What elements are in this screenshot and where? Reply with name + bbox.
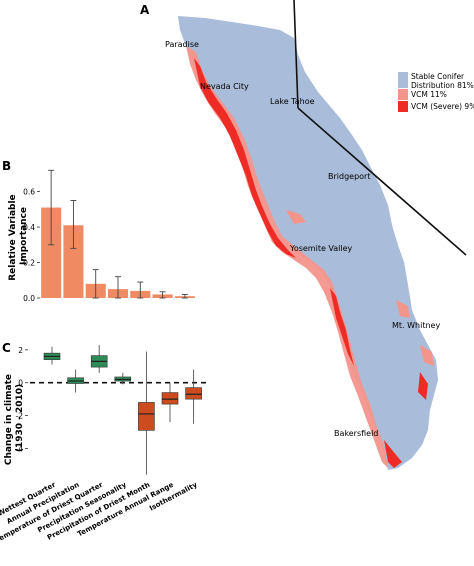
conifer-stable-region bbox=[178, 16, 438, 470]
y-tick-label: 0.2 bbox=[23, 259, 35, 268]
box-iqr bbox=[185, 387, 202, 400]
place-label: Yosemite Valley bbox=[289, 244, 353, 253]
y-tick-label: -4 bbox=[16, 444, 24, 453]
legend-label-vcm-severe: VCM (Severe) 9% bbox=[411, 102, 474, 111]
importance-bar bbox=[63, 225, 84, 298]
legend-label-stable-line1: Stable Conifer bbox=[411, 72, 465, 81]
y-tick-label: 2 bbox=[18, 346, 23, 355]
sierra-map: Paradise Nevada City Lake Tahoe Bridgepo… bbox=[165, 0, 474, 470]
y-tick-label: 0 bbox=[18, 379, 23, 388]
place-label: Bakersfield bbox=[334, 429, 378, 438]
box-iqr bbox=[138, 402, 155, 431]
panel-c-ylabel-line1: Change in climate bbox=[4, 374, 14, 465]
y-tick-label: 0.0 bbox=[23, 294, 35, 303]
place-label: Nevada City bbox=[200, 82, 249, 91]
panel-c-letter: C bbox=[2, 341, 11, 355]
importance-bar bbox=[41, 207, 62, 298]
y-tick-label: 0.6 bbox=[23, 188, 35, 197]
panel-c-ylabel-line2: (1930 - 2010) bbox=[15, 384, 25, 452]
legend-label-stable-line2: Distribution 81% bbox=[411, 81, 474, 90]
legend-swatch-vcm-severe bbox=[398, 101, 408, 112]
panel-b-ylabel: Relative Variable Importance bbox=[8, 191, 29, 281]
state-border-north bbox=[293, 0, 299, 109]
box-iqr bbox=[161, 392, 179, 405]
vcm-severe-western-edge bbox=[194, 58, 296, 258]
place-label: Mt. Whitney bbox=[392, 321, 440, 330]
place-label: Lake Tahoe bbox=[270, 97, 315, 106]
panel-a-letter: A bbox=[140, 3, 150, 17]
y-tick-label: 0.4 bbox=[23, 223, 35, 232]
variable-importance-chart: Relative Variable Importance 0.0 0.2 0.4 0.… bbox=[8, 169, 195, 303]
map-legend: Stable Conifer Distribution 81% VCM 11% … bbox=[398, 72, 474, 112]
legend-swatch-stable bbox=[398, 72, 408, 88]
state-border-diagonal bbox=[297, 107, 467, 256]
place-label: Bridgeport bbox=[328, 172, 370, 181]
legend-label-vcm: VCM 11% bbox=[411, 90, 447, 99]
y-tick-label: -2 bbox=[16, 412, 24, 421]
panel-b-letter: B bbox=[2, 159, 11, 173]
climate-change-boxplot: Change in climate (1930 - 2010) 20-2-4Me… bbox=[0, 344, 210, 559]
panel-b-ylabel-line1: Relative Variable bbox=[8, 194, 18, 280]
legend-swatch-vcm bbox=[398, 89, 408, 100]
panel-b-ylabel-line2: Importance bbox=[19, 207, 29, 265]
place-label: Paradise bbox=[165, 40, 199, 49]
panel-c-ylabel: Change in climate (1930 - 2010) bbox=[4, 371, 25, 465]
